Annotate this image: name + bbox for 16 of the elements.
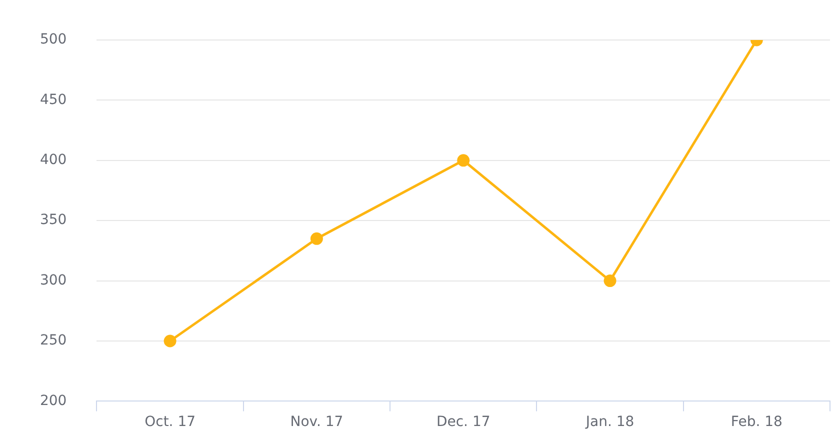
point <box>604 274 616 288</box>
point <box>457 154 470 167</box>
y-tick-label: 350 <box>40 212 67 228</box>
x-tick-label: Oct. 17 <box>144 414 196 430</box>
y-tick-label: 500 <box>40 32 67 48</box>
y-tick-label: 200 <box>40 392 67 409</box>
point <box>164 334 176 348</box>
x-tick-label: Feb. 18 <box>730 414 782 430</box>
y-tick-label: 250 <box>40 332 67 349</box>
y-tick-label: 300 <box>40 272 67 288</box>
x-tick-label: Jan. 18 <box>584 414 634 430</box>
x-tick-label: Nov. 17 <box>290 414 344 430</box>
x-tick-label: Dec. 17 <box>436 414 490 430</box>
point <box>310 232 323 245</box>
y-tick-label: 400 <box>40 152 67 168</box>
y-tick-label: 450 <box>40 92 67 108</box>
